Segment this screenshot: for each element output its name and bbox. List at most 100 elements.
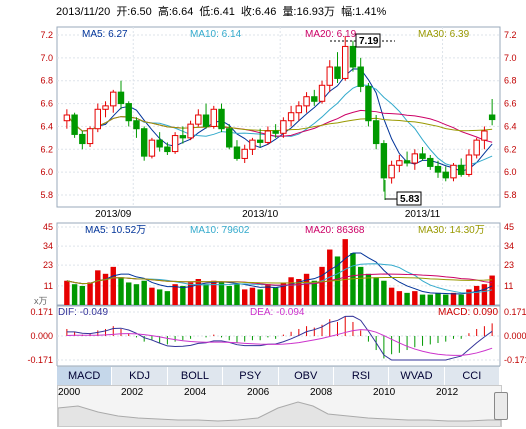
volume-bar xyxy=(396,291,403,305)
candle-body xyxy=(210,108,217,127)
timeline-year: 2008 xyxy=(310,387,333,398)
timeline-year: 2006 xyxy=(247,387,270,398)
macd-y-tick-left: 0.171 xyxy=(30,307,53,317)
candle-body xyxy=(164,146,171,153)
macd-y-ticks: 0.171 0.171 0.000 0.000 -0.171 -0.171 xyxy=(27,307,526,365)
volume-bar xyxy=(272,287,279,305)
header-change: 幅:1.41% xyxy=(341,6,387,18)
volume-ma-lines xyxy=(66,252,493,295)
candle-body xyxy=(481,130,488,141)
macd-y-tick-right: 0.171 xyxy=(504,307,526,317)
candle-body xyxy=(79,133,86,145)
volume-bar xyxy=(280,282,287,305)
candle-body xyxy=(334,66,341,79)
price-x-label: 2013/11 xyxy=(405,209,441,220)
tab-rsi[interactable]: RSI xyxy=(334,367,390,385)
volume-y-tick-left: 23 xyxy=(43,260,53,270)
tab-macd[interactable]: MACD xyxy=(57,367,113,385)
candle-body xyxy=(342,45,349,79)
header-date: 2013/11/20 xyxy=(56,6,111,18)
candle-body xyxy=(318,84,326,102)
volume-bar xyxy=(241,289,248,305)
volume-ma5-line xyxy=(66,252,493,295)
candle-body xyxy=(287,112,295,122)
price-y-tick-right: 7.2 xyxy=(504,30,517,40)
volume-bar xyxy=(427,294,433,305)
price-y-tick-right: 6.6 xyxy=(504,99,517,109)
volume-bar xyxy=(102,273,109,305)
volume-bar xyxy=(404,292,410,305)
timeline-year: 2012 xyxy=(436,387,459,398)
timeline-year: 2000 xyxy=(58,387,81,398)
candle-body xyxy=(357,66,364,87)
macd-y-tick-left: -0.171 xyxy=(27,355,53,365)
volume-bar xyxy=(419,294,426,305)
tab-boll[interactable]: BOLL xyxy=(168,367,224,385)
candle-body xyxy=(202,114,210,127)
candle-body xyxy=(148,139,156,157)
volume-bar xyxy=(257,289,263,305)
candle-body xyxy=(71,114,78,135)
candle-body xyxy=(272,130,279,134)
price-y-tick-left: 6.6 xyxy=(40,99,53,109)
price-x-labels: 2013/09 2013/10 2013/11 xyxy=(95,209,441,220)
candle-body xyxy=(264,130,272,143)
candle-body xyxy=(171,135,179,153)
volume-bar xyxy=(133,284,140,305)
volume-y-ticks: 45 45 34 34 23 23 11 11 xyxy=(43,222,514,291)
candle-body xyxy=(226,128,233,148)
candle-body xyxy=(457,164,465,175)
tab-obv[interactable]: OBV xyxy=(279,367,334,385)
tab-psy[interactable]: PSY xyxy=(223,367,279,385)
candle-body xyxy=(179,135,187,139)
indicator-tabs: MACD KDJ BOLL PSY OBV RSI WVAD CCI xyxy=(57,366,500,386)
price-y-tick-left: 7.2 xyxy=(40,30,53,40)
price-y-tick-left: 6.8 xyxy=(40,76,53,86)
price-legend-ma10: MA10: 6.14 xyxy=(190,29,242,40)
volume-y-tick-left: 11 xyxy=(44,281,53,291)
volume-y-tick-right: 11 xyxy=(504,281,513,291)
header-high: 高:6.64 xyxy=(157,6,194,18)
volume-bar xyxy=(234,284,240,305)
volume-y-tick-right: 23 xyxy=(504,260,514,270)
price-y-tick-right: 6.8 xyxy=(504,76,517,86)
price-legend-ma5: MA5: 6.27 xyxy=(82,29,128,40)
candle-body xyxy=(110,91,117,107)
tab-kdj[interactable]: KDJ xyxy=(112,367,168,385)
tab-wvad[interactable]: WVAD xyxy=(389,367,445,385)
candle-body xyxy=(102,105,109,110)
timeline-year: 2004 xyxy=(184,387,207,398)
volume-legend-ma5: MA5: 10.52万 xyxy=(85,225,146,236)
candle-body xyxy=(411,153,419,164)
timeline-handle[interactable] xyxy=(494,392,508,420)
volume-bar xyxy=(203,284,209,305)
timeline-navigator[interactable]: 2000 2002 2004 2006 2008 2010 2012 xyxy=(57,385,508,427)
candle-body xyxy=(473,139,480,156)
candle-body xyxy=(125,103,132,122)
volume-bar xyxy=(388,287,395,305)
volume-bar xyxy=(126,282,132,305)
volume-bar xyxy=(164,291,171,305)
candle-body xyxy=(249,139,256,150)
candle-body xyxy=(303,96,310,107)
stock-chart[interactable]: 7.2 7.2 7.0 7.0 6.8 6.8 6.6 6.6 6.4 6.4 6.2 6.2 6.0 6… xyxy=(0,0,526,366)
volume-bar xyxy=(187,282,194,305)
price-y-tick-right: 6.0 xyxy=(504,167,517,177)
candle-body xyxy=(156,139,163,148)
header-open: 开:6.50 xyxy=(116,6,152,18)
volume-bar xyxy=(435,292,441,305)
candle-body xyxy=(427,157,434,167)
volume-ma30-line xyxy=(66,276,493,285)
macd-legend-dea: DEA: -0.094 xyxy=(250,307,305,318)
low-marker-label: 5.83 xyxy=(400,194,420,205)
macd-y-tick-right: -0.171 xyxy=(504,355,526,365)
candle-body xyxy=(419,153,426,159)
candle-body xyxy=(326,66,333,86)
volume-bar xyxy=(458,294,464,305)
candle-body xyxy=(365,85,372,122)
candle-body xyxy=(233,146,241,159)
volume-bar xyxy=(443,294,449,305)
tab-cci[interactable]: CCI xyxy=(445,367,500,385)
volume-bar xyxy=(381,280,387,305)
price-y-tick-right: 5.8 xyxy=(504,190,517,200)
